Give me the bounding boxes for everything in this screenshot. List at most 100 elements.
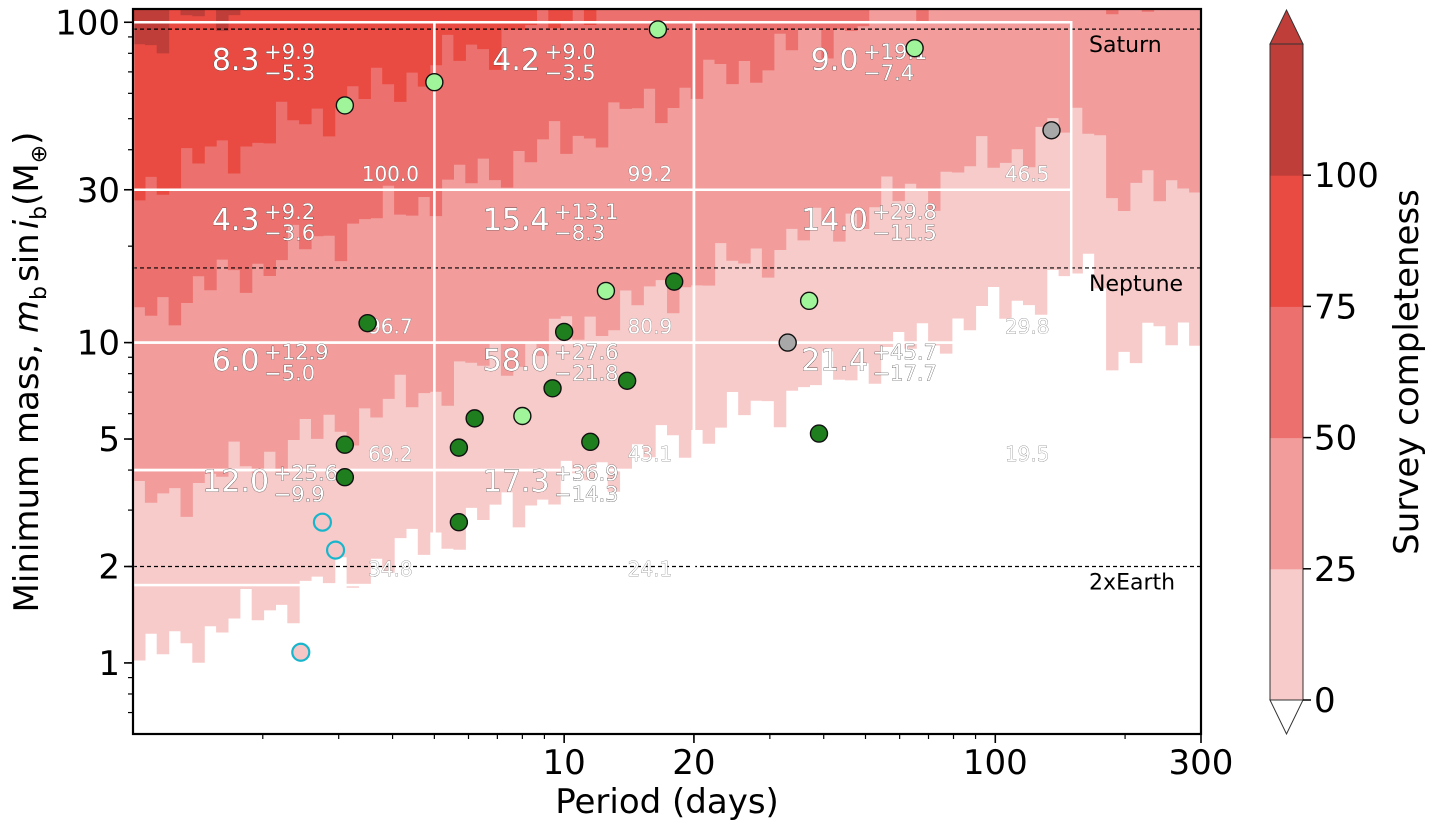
occurrence-error-plus: +13.1 — [554, 200, 618, 224]
occurrence-value: 4.3 — [212, 203, 260, 238]
colorbar-label: Survey completeness — [1387, 189, 1427, 555]
occurrence-error-plus: +9.2 — [264, 200, 315, 224]
y-axis-label: Minimum mass, mbsinib(M⊕) — [7, 132, 52, 613]
planet-marker — [809, 424, 829, 443]
x-axis-label: Period (days) — [555, 782, 779, 822]
colorbar-extend-top — [1269, 8, 1304, 45]
colorbar-tick-label: 25 — [1314, 550, 1357, 590]
occurrence-error-minus: −3.5 — [545, 61, 596, 85]
colorbar-tick-label: 50 — [1314, 419, 1357, 459]
planet-marker — [581, 432, 600, 452]
y-axis-label-m: m — [7, 300, 47, 333]
occurrence-error-minus: −3.6 — [264, 221, 315, 245]
colorbar-segment — [1270, 568, 1303, 701]
occurrence-value: 21.4 — [801, 343, 868, 378]
occurrence-error-minus: −8.3 — [554, 221, 605, 245]
reference-label-2xearth: 2xEarth — [1089, 571, 1175, 596]
planet-marker-ring — [291, 642, 311, 662]
occurrence-error-minus: −5.3 — [264, 61, 315, 85]
planet-marker — [543, 379, 562, 398]
planet-marker — [554, 322, 574, 342]
y-tick-label: 1 — [98, 644, 120, 684]
completeness-value: 24.1 — [628, 557, 673, 581]
occurrence-value: 15.4 — [483, 203, 550, 238]
colorbar-tick-label: 0 — [1314, 681, 1336, 721]
planet-marker — [1042, 121, 1061, 140]
occurrence-error-plus: +27.6 — [554, 340, 618, 364]
planet-marker-ring — [325, 540, 346, 560]
bin-cell: 12.0 +25.6−9.9 34.8 — [202, 461, 413, 581]
occurrence-error-plus: +9.0 — [545, 40, 596, 64]
occurrence-error-minus: −7.4 — [863, 61, 914, 85]
completeness-value: 99.2 — [628, 162, 673, 186]
planet-marker — [465, 409, 484, 428]
completeness-value: 34.8 — [368, 557, 413, 581]
bin-cell: 4.2 +9.0−3.5 99.2 — [492, 40, 672, 186]
completeness-band-100 — [133, 9, 241, 54]
completeness-value: 43.1 — [628, 442, 673, 466]
bin-cell: 14.0 +29.8−11.5 29.8 — [801, 200, 1050, 339]
occurrence-error-minus: −21.8 — [554, 361, 618, 385]
occurrence-value: 9.0 — [811, 43, 859, 78]
y-axis-label-close: ) — [7, 132, 47, 145]
y-axis-label-sub-b2: b — [27, 206, 52, 220]
bin-cell: 58.0 +27.6−21.8 43.1 — [482, 340, 673, 466]
x-tick-label: 100 — [963, 743, 1028, 783]
bin-cell: 17.3 +36.9−14.3 24.1 — [482, 461, 673, 581]
occurrence-value: 58.0 — [483, 343, 550, 378]
occurrence-value: 12.0 — [202, 465, 269, 500]
occurrence-value: 8.3 — [212, 43, 260, 78]
x-tick-label: 10 — [543, 743, 586, 783]
y-tick-label: 30 — [77, 171, 120, 211]
reference-label-saturn: Saturn — [1089, 33, 1162, 58]
bin-cell: 9.0 +19.1−7.446.5 — [810, 40, 1049, 186]
occurrence-error-plus: +36.9 — [554, 462, 618, 486]
y-axis-label-sin: sin — [7, 233, 47, 282]
completeness-value: 69.2 — [368, 442, 413, 466]
x-axis: 10 20 100 300 — [262, 734, 1234, 783]
completeness-value: 80.9 — [628, 315, 673, 339]
plot-frame — [131, 7, 1203, 736]
bin-cell: 15.4 +13.1−8.3 80.9 — [482, 200, 673, 339]
bin-cell: 21.4 +45.7−17.7 19.5 — [801, 340, 1050, 466]
colorbar-segment — [1270, 44, 1303, 176]
planet-markers — [291, 20, 1061, 662]
y-tick-label: 10 — [77, 324, 120, 364]
bin-box — [433, 468, 696, 587]
occurrence-error-plus: +12.9 — [264, 340, 328, 364]
occurrence-value: 6.0 — [212, 343, 260, 378]
y-axis-label-prefix: Minimum mass, — [7, 333, 47, 612]
completeness-band-75 — [133, 9, 597, 201]
y-axis-label-unit: (M — [7, 163, 47, 206]
occurrence-error-plus: +45.7 — [873, 340, 937, 364]
occurrence-error-minus: −11.5 — [873, 221, 937, 245]
planet-marker — [617, 371, 637, 390]
colorbar: 0 25 50 75 100 — [1269, 8, 1379, 736]
x-tick-label: 300 — [1169, 743, 1234, 783]
occurrence-error-plus: +9.9 — [264, 40, 315, 64]
planet-marker — [335, 435, 355, 454]
bin-box — [692, 341, 1073, 472]
colorbar-segment — [1270, 437, 1303, 570]
reference-label-neptune: Neptune — [1089, 272, 1183, 297]
planet-marker — [799, 291, 819, 311]
colorbar-segment — [1270, 175, 1303, 307]
occurrence-error-minus: −9.9 — [274, 483, 325, 507]
occurrence-value: 4.2 — [492, 43, 540, 78]
planet-marker — [449, 512, 469, 532]
completeness-value: 100.0 — [362, 162, 419, 186]
occurrence-error-minus: −5.0 — [264, 361, 315, 385]
colorbar-extend-bottom — [1269, 699, 1304, 736]
planet-marker — [513, 406, 532, 426]
y-axis-label-earth-symbol: ⊕ — [27, 145, 52, 163]
occurrence-error-minus: −17.7 — [873, 361, 937, 385]
colorbar-segment — [1270, 306, 1303, 439]
y-tick-label: 2 — [98, 548, 120, 588]
planet-marker — [358, 313, 377, 333]
y-axis-label-sub-b: b — [27, 286, 52, 300]
planet-marker — [335, 468, 355, 487]
planet-marker — [335, 96, 355, 115]
completeness-value: 19.5 — [1005, 442, 1050, 466]
colorbar-frame — [1269, 43, 1304, 701]
